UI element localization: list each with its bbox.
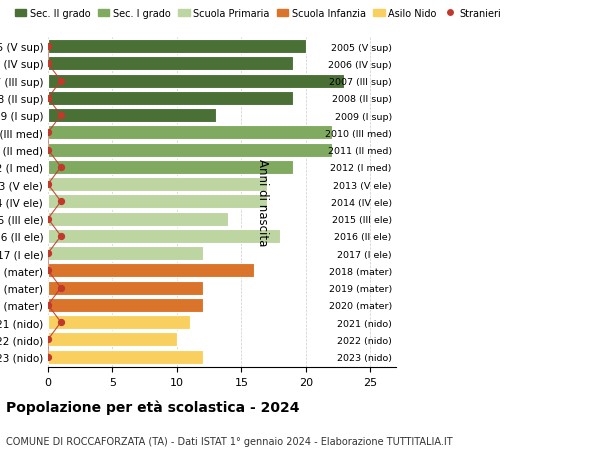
Bar: [48, 230, 280, 243]
Point: [43, 215, 53, 223]
Bar: [48, 74, 344, 89]
Point: [56, 233, 65, 240]
Bar: [48, 350, 203, 364]
Point: [56, 78, 65, 85]
Bar: [48, 246, 203, 261]
Point: [43, 61, 53, 68]
Y-axis label: Anni di nascita: Anni di nascita: [256, 158, 269, 246]
Text: COMUNE DI ROCCAFORZATA (TA) - Dati ISTAT 1° gennaio 2024 - Elaborazione TUTTITAL: COMUNE DI ROCCAFORZATA (TA) - Dati ISTAT…: [6, 436, 452, 446]
Point: [43, 267, 53, 274]
Bar: [48, 109, 215, 123]
Bar: [48, 333, 177, 347]
Bar: [48, 298, 203, 312]
Point: [43, 95, 53, 102]
Bar: [48, 195, 267, 209]
Point: [43, 336, 53, 343]
Bar: [48, 57, 293, 71]
Bar: [48, 281, 203, 295]
Point: [43, 181, 53, 188]
Bar: [48, 92, 293, 106]
Bar: [48, 143, 332, 157]
Bar: [48, 264, 254, 278]
Bar: [48, 315, 190, 330]
Bar: [48, 126, 332, 140]
Point: [56, 164, 65, 171]
Point: [43, 353, 53, 361]
Point: [56, 112, 65, 120]
Legend: Sec. II grado, Sec. I grado, Scuola Primaria, Scuola Infanzia, Asilo Nido, Stran: Sec. II grado, Sec. I grado, Scuola Prim…: [11, 5, 505, 22]
Bar: [48, 212, 229, 226]
Point: [43, 302, 53, 309]
Point: [43, 44, 53, 51]
Point: [56, 284, 65, 292]
Point: [43, 129, 53, 137]
Point: [43, 147, 53, 154]
Bar: [48, 178, 267, 192]
Bar: [48, 40, 306, 54]
Text: Popolazione per età scolastica - 2024: Popolazione per età scolastica - 2024: [6, 399, 299, 414]
Point: [56, 319, 65, 326]
Point: [43, 250, 53, 257]
Bar: [48, 161, 293, 174]
Point: [56, 198, 65, 206]
